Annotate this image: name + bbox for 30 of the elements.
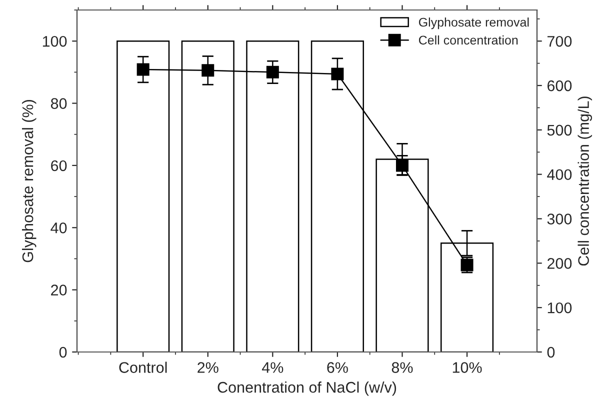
y2-tick-label: 500 [547,124,572,136]
x-tick-label: 2% [198,362,218,373]
y2-tick-label: 400 [547,169,572,180]
y2-tick-label: 200 [547,258,572,269]
y-axis-title: Glyphosate removal (%) [22,100,36,262]
point [202,64,214,77]
legend-label: Glyphosate removal [418,18,529,30]
x-axis-title: Conentration of NaCl (w/v) [218,382,396,396]
point [136,63,150,76]
x-tick-label: 10% [452,362,482,373]
y2-tick-label: 300 [547,214,572,224]
x-tick-label: 4% [262,362,284,373]
legend-label: Cell concentration [418,35,518,45]
x-tick-label: Control [119,362,167,373]
point [331,68,344,80]
y2-tick-label: 100 [548,302,572,314]
y-tick-label: 60 [51,160,67,172]
y-tick-label: 20 [51,284,67,296]
y-tick-label: 0 [59,346,67,358]
point [396,159,408,172]
y-tick-label: 80 [50,98,67,109]
y-tick-label: 100 [42,36,67,47]
point [266,66,279,78]
y2-tick-label: 600 [548,80,572,92]
x-tick-label: 6% [327,362,348,373]
y-tick-label: 40 [50,222,67,234]
x-tick-label: 8% [392,362,413,373]
y2-axis-title: Cell concentration (mg/L) [578,96,592,266]
y2-tick-label: 0 [547,346,555,358]
y2-tick-label: 700 [548,36,572,47]
